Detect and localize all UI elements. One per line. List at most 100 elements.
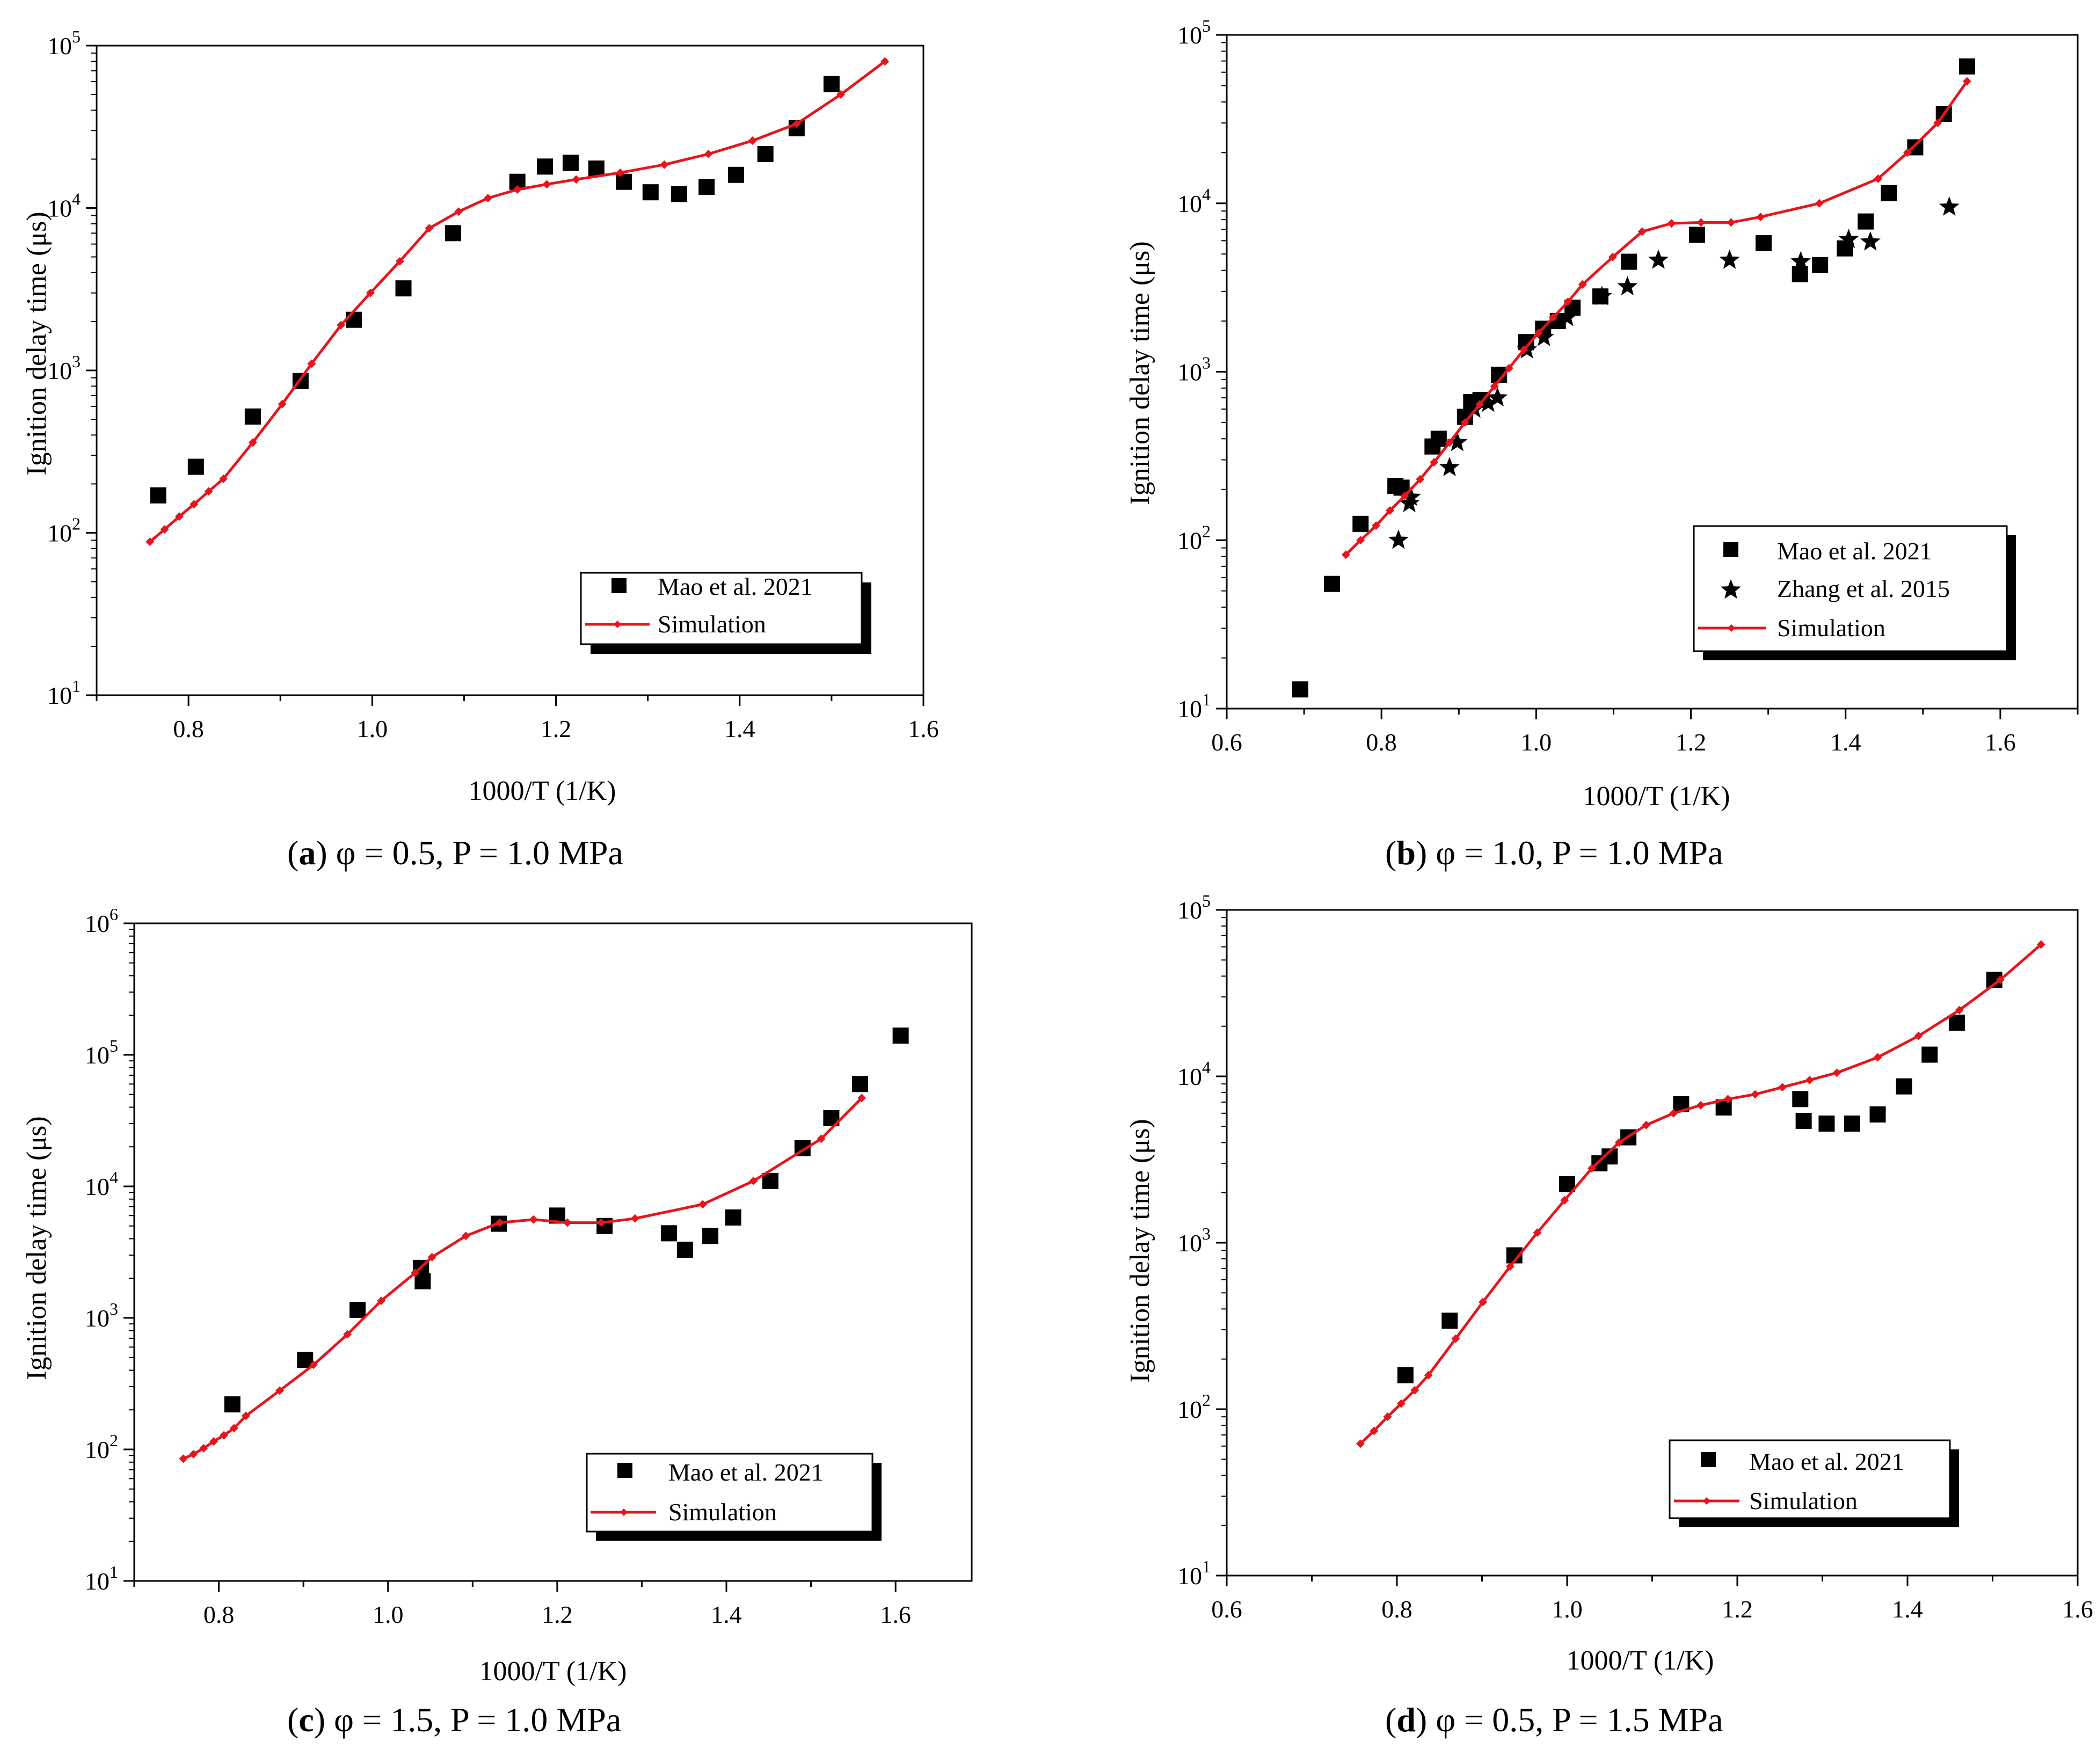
y-tick-label: 101 <box>85 1562 118 1595</box>
simulation-point <box>1534 329 1543 338</box>
mao-data-point <box>1818 1116 1835 1132</box>
zhang-data-point <box>1557 307 1577 326</box>
mao-data-point <box>445 225 461 242</box>
x-tick-label: 1.0 <box>1552 1595 1583 1623</box>
simulation-point <box>160 525 169 534</box>
x-tick-label: 1.2 <box>1676 728 1707 756</box>
simulation-point <box>220 1431 229 1440</box>
mao-data-point <box>616 173 632 190</box>
simulation-point <box>454 207 463 216</box>
simulation-point <box>190 500 199 509</box>
simulation-point <box>1756 213 1765 222</box>
simulation-point <box>1475 400 1484 409</box>
panel-c-ylabel: Ignition delay time (μs) <box>21 1116 52 1380</box>
y-tick-label: 106 <box>85 905 118 937</box>
simulation-point <box>513 185 522 194</box>
y-tick-exponent: 1 <box>1202 1557 1211 1576</box>
simulation-point <box>199 1444 208 1453</box>
panel-b-legend: Mao et al. 2021 Zhang et al. 2015 Simula… <box>1693 525 2016 660</box>
zhang-data-point <box>1591 286 1612 305</box>
zhang-data-point <box>1648 249 1669 269</box>
mao-data-point <box>346 311 362 328</box>
simulation-point <box>1386 506 1395 515</box>
mao-data-point <box>762 1172 778 1189</box>
y-tick-label: 104 <box>1177 185 1211 217</box>
panel-c-legend: Mao et al. 2021 Simulation <box>586 1453 882 1541</box>
simulation-point <box>1560 1196 1569 1205</box>
simulation-point <box>1751 1090 1760 1099</box>
mao-data-point <box>1948 1015 1965 1031</box>
mao-data-point <box>1881 185 1897 201</box>
y-tick-label: 103 <box>85 1299 118 1332</box>
y-tick-label: 103 <box>47 352 81 384</box>
zhang-data-point <box>1617 276 1638 296</box>
legend-label-simulation: Simulation <box>1777 614 1885 642</box>
x-tick-label: 0.8 <box>1366 728 1397 756</box>
x-tick-label: 1.4 <box>1892 1595 1923 1623</box>
simulation-point <box>529 1215 538 1224</box>
simulation-point <box>1832 1068 1841 1077</box>
simulation-point <box>1479 1298 1488 1307</box>
mao-data-point <box>187 458 204 475</box>
y-tick-label: 102 <box>1177 1390 1211 1423</box>
caption-letter: c <box>298 1701 314 1739</box>
mao-data-point <box>150 487 166 504</box>
x-tick-label: 0.8 <box>173 715 204 742</box>
simulation-point <box>395 257 404 266</box>
simulation-point <box>307 359 316 368</box>
x-tick-label: 1.2 <box>542 1601 573 1628</box>
legend-square-marker <box>611 578 627 593</box>
simulation-point <box>175 512 184 521</box>
mao-data-point <box>1689 227 1706 243</box>
legend-label-mao: Mao et al. 2021 <box>658 573 813 600</box>
simulation-point <box>275 1386 285 1395</box>
plot-frame <box>133 922 973 1582</box>
y-tick-exponent: 2 <box>1202 1390 1211 1410</box>
x-tick-label: 1.2 <box>541 715 572 742</box>
mao-data-point <box>702 1228 719 1244</box>
y-tick-label: 103 <box>1177 1224 1211 1257</box>
legend-box <box>1693 525 2008 652</box>
y-tick-exponent: 1 <box>72 676 81 696</box>
simulation-point <box>1490 382 1499 391</box>
simulation-point <box>1341 550 1350 559</box>
panel-b-caption: (b) φ = 1.0, P = 1.0 MPa <box>1385 834 1723 872</box>
mao-data-point <box>642 184 659 201</box>
mao-data-point <box>676 1241 693 1258</box>
mao-data-point <box>414 1273 431 1289</box>
simulation-point <box>204 487 213 496</box>
simulation-point <box>1383 1412 1392 1422</box>
y-tick-label: 101 <box>47 676 81 709</box>
mao-data-point <box>823 76 840 92</box>
y-tick-exponent: 5 <box>72 27 81 46</box>
simulation-point <box>1578 280 1587 289</box>
simulation-point <box>836 90 845 99</box>
simulation-point <box>1549 313 1558 322</box>
y-tick-exponent: 1 <box>110 1562 118 1581</box>
mao-data-point <box>852 1076 868 1092</box>
simulation-point <box>1723 1095 1732 1104</box>
simulation-point <box>698 1200 707 1209</box>
caption-text: φ = 1.5, P = 1.0 MPa <box>325 1701 621 1739</box>
y-tick-exponent: 5 <box>110 1036 118 1055</box>
mao-data-point <box>1958 58 1975 75</box>
simulation-point <box>1903 148 1912 157</box>
zhang-data-point <box>1487 387 1508 407</box>
panel-a: 0.8 1.0 1.2 1.4 1.6 101 102 103 104 105 Ignition… <box>21 27 939 872</box>
simulation-point <box>1356 536 1365 545</box>
y-tick-exponent: 3 <box>72 352 81 371</box>
simulation-point <box>1614 1138 1623 1147</box>
simulation-point <box>1962 77 1971 86</box>
simulation-point <box>1955 1005 1964 1015</box>
simulation-point <box>337 320 346 330</box>
y-tick-label: 104 <box>1177 1058 1211 1090</box>
x-tick-label: 0.8 <box>1381 1595 1412 1623</box>
y-tick-exponent: 1 <box>1202 690 1211 709</box>
zhang-data-point <box>1447 432 1468 451</box>
simulation-point <box>145 537 155 546</box>
simulation-point <box>1451 1334 1460 1343</box>
y-tick-exponent: 5 <box>1202 16 1211 35</box>
mao-data-point <box>1896 1078 1912 1095</box>
simulation-point <box>495 1218 504 1227</box>
